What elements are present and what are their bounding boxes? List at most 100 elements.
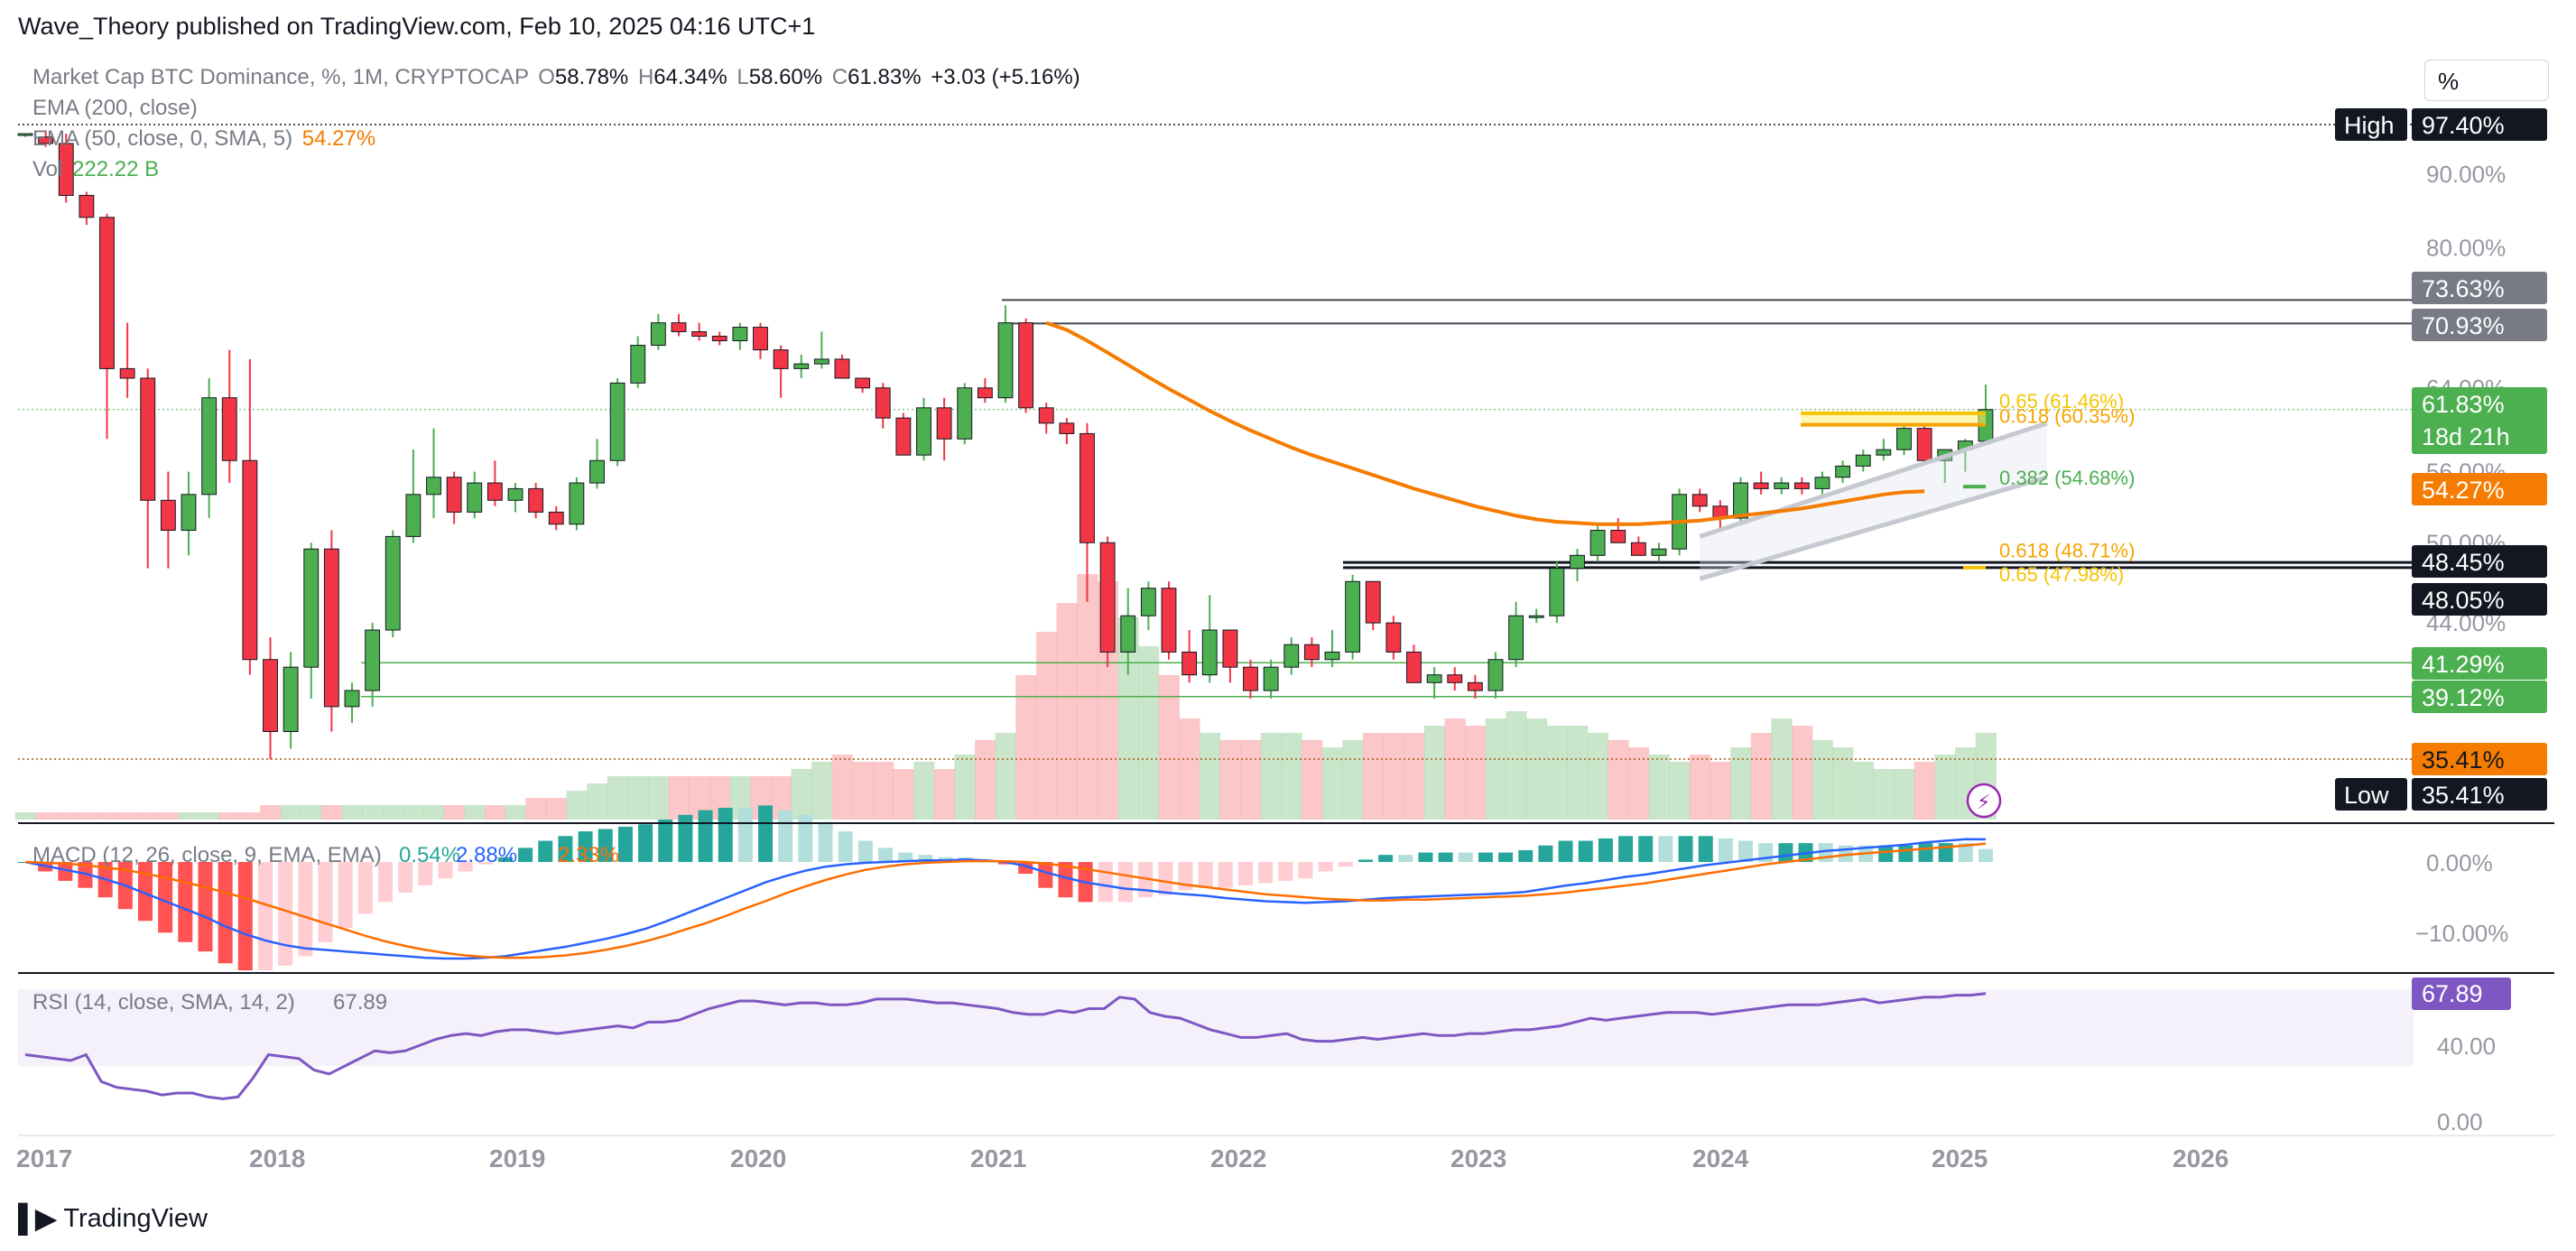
percent-scale-button[interactable]: % xyxy=(2424,60,2549,101)
candle-body xyxy=(1222,629,1238,668)
candle-body xyxy=(79,194,95,218)
macd-value: 0.54% xyxy=(399,843,460,867)
macd-histogram-bar xyxy=(398,862,413,893)
candle-body xyxy=(711,335,727,342)
macd-y-tick: 0.00% xyxy=(2426,849,2493,876)
volume-bar xyxy=(403,805,424,820)
macd-histogram-bar xyxy=(1237,862,1253,886)
rsi-y-tick: 40.00 xyxy=(2437,1033,2496,1060)
macd-histogram-bar xyxy=(1438,852,1453,862)
candle-body xyxy=(1406,651,1422,683)
candle-body xyxy=(1059,422,1075,434)
macd-histogram-bar xyxy=(617,826,633,862)
macd-histogram-bar xyxy=(818,821,833,862)
macd-histogram-bar xyxy=(1357,859,1373,862)
macd-histogram-bar xyxy=(1138,862,1154,898)
candle-body xyxy=(1324,651,1340,661)
volume-bar xyxy=(1281,733,1302,820)
rsi-value-box xyxy=(2412,978,2511,1010)
candle-body xyxy=(916,407,931,456)
candle-body xyxy=(1080,432,1095,543)
macd-histogram-bar xyxy=(918,855,933,862)
macd-histogram-bar xyxy=(1418,852,1433,862)
candle-body xyxy=(630,345,646,384)
axis-layer: 90.00%80.00%64.00%56.00%50.00%44.00%2017… xyxy=(16,161,2554,1172)
volume-bar xyxy=(1199,733,1221,820)
x-axis-tick: 2019 xyxy=(489,1144,545,1172)
macd-histogram-bar xyxy=(1098,862,1113,903)
candle-body xyxy=(119,367,135,379)
macd-histogram-bar xyxy=(278,862,293,966)
rsi-value-label: 67.89 xyxy=(2422,980,2483,1007)
macd-histogram-bar xyxy=(758,805,774,862)
fib-level-label: 0.382 (54.68%) xyxy=(1999,467,2135,489)
candle-body xyxy=(1896,428,1912,450)
fib-golden-zone xyxy=(1801,411,1986,427)
ema50-value: 54.27% xyxy=(301,126,376,151)
candle-body xyxy=(1610,530,1626,543)
macd-histogram-bar xyxy=(1058,862,1073,898)
volume-bar xyxy=(995,733,1016,820)
macd-histogram-bar xyxy=(878,848,894,862)
macd-histogram-bar xyxy=(298,862,313,957)
volume-bar xyxy=(178,812,199,820)
macd-histogram-bar xyxy=(718,807,733,862)
candle-body xyxy=(1303,644,1320,661)
macd-title: MACD (12, 26, close, 9, EMA, EMA) xyxy=(32,843,382,867)
price-label-value: 35.41% xyxy=(2422,782,2505,809)
candle-body xyxy=(99,217,115,369)
volume-bar xyxy=(158,812,180,820)
x-axis-tick: 2020 xyxy=(730,1144,786,1172)
macd-histogram-bar xyxy=(497,857,513,862)
volume-bar xyxy=(1240,740,1262,820)
macd-y-tick: −10.00% xyxy=(2415,920,2508,947)
volume-bar xyxy=(893,769,914,820)
x-axis-tick: 2024 xyxy=(1692,1144,1749,1172)
candle-body xyxy=(977,387,993,399)
change-value: +3.03 (+5.16%) xyxy=(931,65,1080,89)
channel-lower-line xyxy=(1699,475,2048,581)
ema50-legend: EMA (50, close, 0, SMA, 5) 54.27% xyxy=(32,126,375,152)
macd-histogram-bar xyxy=(158,862,173,933)
volume-bar xyxy=(260,805,282,820)
volume-bar xyxy=(811,762,833,820)
macd-histogram-bar xyxy=(1318,862,1333,872)
x-axis-tick: 2018 xyxy=(249,1144,305,1172)
volume-legend: Vol 222.22 B xyxy=(32,157,159,182)
macd-histogram-bar xyxy=(257,862,273,971)
x-axis-tick: 2022 xyxy=(1210,1144,1266,1172)
macd-histogram-bar xyxy=(678,814,693,862)
volume-bar xyxy=(1546,726,1568,820)
volume-bar xyxy=(525,798,547,820)
price-label-tag: Low xyxy=(2344,782,2389,809)
macd-histogram-bar xyxy=(518,848,533,862)
macd-histogram-bar xyxy=(737,807,753,862)
volume-value: 222.22 B xyxy=(72,157,160,181)
candle-body xyxy=(486,482,503,501)
candle-body xyxy=(691,331,708,337)
candle-body xyxy=(201,397,218,496)
volume-area-layer xyxy=(14,574,1997,820)
macd-histogram-bar xyxy=(1918,843,1933,862)
volume-bar xyxy=(545,798,568,820)
price-label-box xyxy=(2412,309,2547,341)
rsi-pane: RSI (14, close, SMA, 14, 2) 67.89 67.89 40.… xyxy=(18,978,2511,1135)
price-label-value: 54.27% xyxy=(2422,477,2505,504)
price-label-value: 61.83% xyxy=(2422,391,2505,418)
x-axis-tick: 2021 xyxy=(970,1144,1026,1172)
price-label-value: 48.05% xyxy=(2422,587,2505,614)
volume-bar xyxy=(55,812,78,820)
volume-bar xyxy=(1260,733,1283,820)
volume-bar xyxy=(933,769,956,820)
candle-body xyxy=(1835,465,1851,478)
price-label-box xyxy=(2412,583,2547,616)
rsi-y-tick: 0.00 xyxy=(2437,1108,2483,1135)
volume-bar xyxy=(239,812,261,820)
volume-bar xyxy=(913,762,935,820)
volume-bar xyxy=(505,805,526,820)
macd-histogram-bar xyxy=(558,836,573,862)
macd-histogram-bar xyxy=(538,840,553,862)
macd-histogram-bar xyxy=(1718,838,1733,862)
candle-body xyxy=(773,349,789,369)
